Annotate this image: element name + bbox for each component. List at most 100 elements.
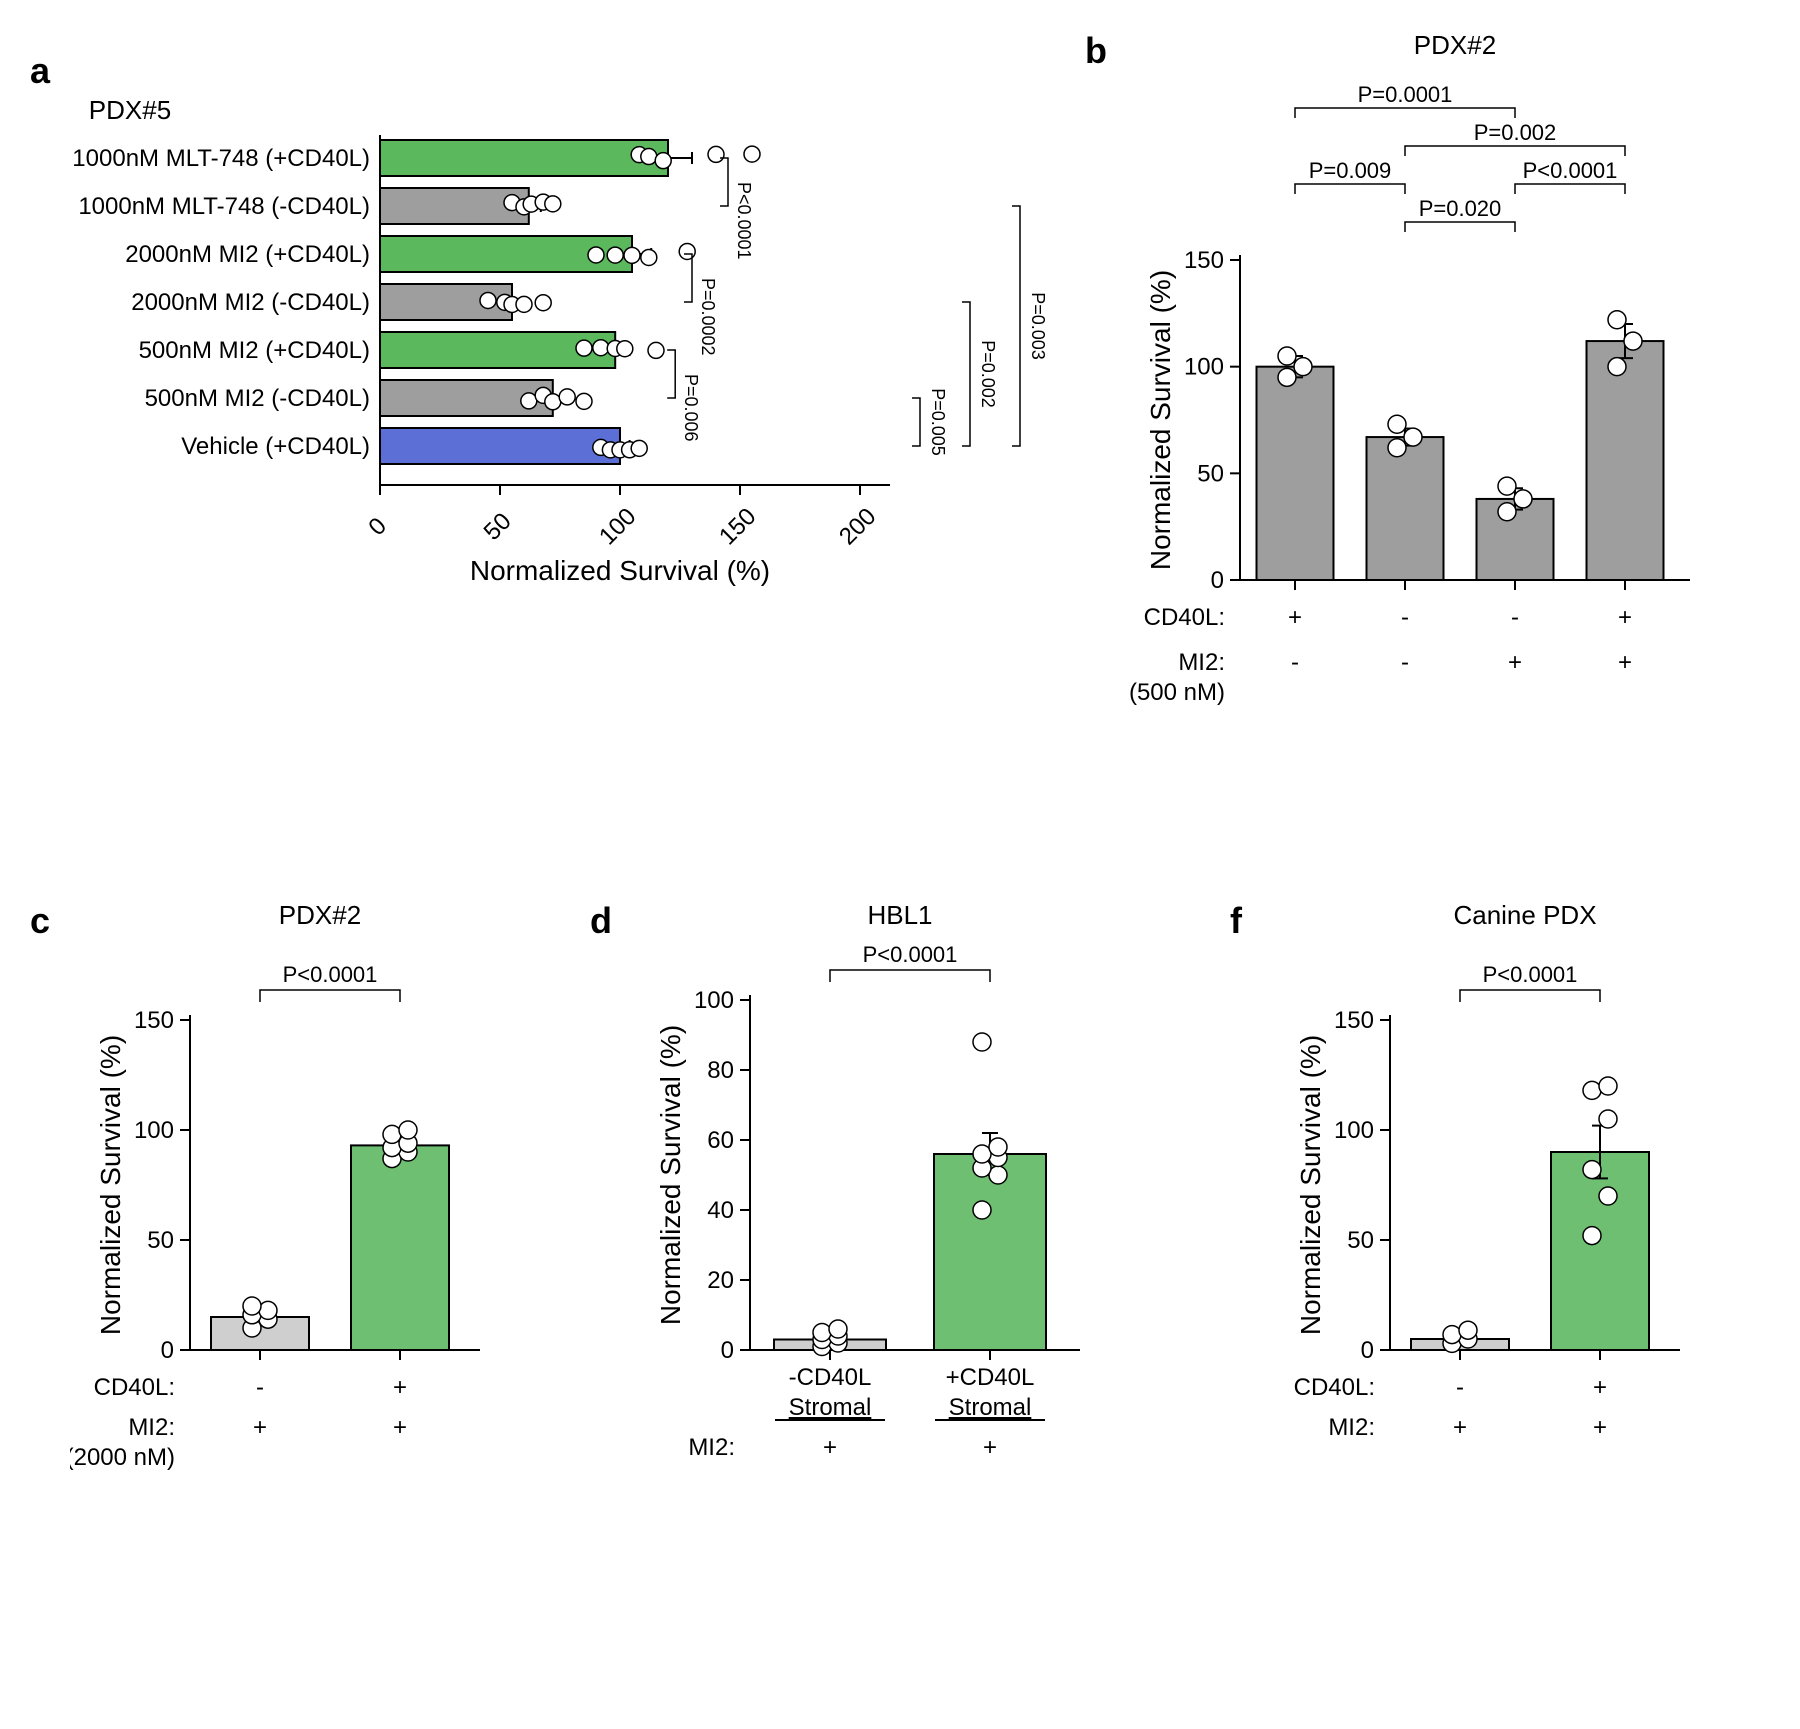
data-point bbox=[545, 394, 561, 410]
bar-label: 2000nM MI2 (+CD40L) bbox=[125, 241, 370, 268]
panel-f-chart: 050100150Normalized Survival (%)CD40L:-+… bbox=[1270, 930, 1750, 1610]
y-axis-label: Normalized Survival (%) bbox=[95, 1035, 126, 1335]
data-point bbox=[480, 292, 496, 308]
panel-b-label: b bbox=[1085, 30, 1107, 72]
svg-text:-: - bbox=[1401, 649, 1409, 676]
bar bbox=[1367, 437, 1444, 580]
data-point bbox=[521, 393, 537, 409]
data-point bbox=[399, 1121, 417, 1139]
data-point bbox=[545, 196, 561, 212]
panel-f-title: Canine PDX bbox=[1400, 900, 1650, 931]
panel-d-chart: 020406080100Normalized Survival (%)-CD40… bbox=[630, 930, 1150, 1610]
data-point bbox=[243, 1297, 261, 1315]
figure-root: a PDX#5 1000nM MLT-748 (+CD40L)1000nM ML… bbox=[30, 30, 1770, 1699]
svg-text:(500 nM): (500 nM) bbox=[1129, 679, 1225, 706]
svg-text:50: 50 bbox=[479, 508, 517, 546]
svg-text:CD40L:: CD40L: bbox=[1144, 604, 1225, 631]
svg-text:100: 100 bbox=[1184, 354, 1224, 381]
panel-d-title: HBL1 bbox=[800, 900, 1000, 931]
svg-text:P=0.006: P=0.006 bbox=[681, 374, 701, 442]
bar-label: 1000nM MLT-748 (-CD40L) bbox=[78, 193, 370, 220]
data-point bbox=[1404, 428, 1422, 446]
data-point bbox=[535, 295, 551, 311]
panel-f-label: f bbox=[1230, 900, 1242, 942]
data-point bbox=[1599, 1110, 1617, 1128]
panel-a-label: a bbox=[30, 50, 50, 92]
data-point bbox=[973, 1201, 991, 1219]
data-point bbox=[624, 247, 640, 263]
svg-text:Stromal: Stromal bbox=[949, 1394, 1032, 1421]
svg-text:+: + bbox=[1288, 604, 1302, 631]
svg-text:+: + bbox=[1593, 1374, 1607, 1401]
data-point bbox=[1599, 1187, 1617, 1205]
data-point bbox=[259, 1301, 277, 1319]
svg-text:-: - bbox=[256, 1374, 264, 1401]
svg-text:50: 50 bbox=[1347, 1227, 1374, 1254]
data-point bbox=[679, 243, 695, 259]
svg-text:-CD40L: -CD40L bbox=[789, 1364, 872, 1391]
svg-text:+: + bbox=[253, 1414, 267, 1441]
data-point bbox=[648, 342, 664, 358]
data-point bbox=[1599, 1077, 1617, 1095]
panel-b-chart: 050100150Normalized Survival (%)CD40L:+-… bbox=[1120, 60, 1770, 800]
svg-text:P<0.0001: P<0.0001 bbox=[863, 942, 958, 967]
svg-text:P=0.002: P=0.002 bbox=[1474, 120, 1557, 145]
svg-text:P=0.020: P=0.020 bbox=[1419, 196, 1502, 221]
data-point bbox=[1624, 332, 1642, 350]
data-point bbox=[1498, 503, 1516, 521]
data-point bbox=[1583, 1161, 1601, 1179]
panel-c-title: PDX#2 bbox=[220, 900, 420, 931]
svg-text:50: 50 bbox=[1197, 460, 1224, 487]
panel-c-label: c bbox=[30, 900, 50, 942]
data-point bbox=[641, 249, 657, 265]
svg-text:P=0.002: P=0.002 bbox=[978, 340, 998, 408]
data-point bbox=[1443, 1326, 1461, 1344]
svg-text:MI2:: MI2: bbox=[1328, 1414, 1375, 1441]
svg-text:-: - bbox=[1511, 604, 1519, 631]
svg-text:P<0.0001: P<0.0001 bbox=[1523, 158, 1618, 183]
data-point bbox=[813, 1324, 831, 1342]
svg-text:P=0.0001: P=0.0001 bbox=[1358, 82, 1453, 107]
svg-text:CD40L:: CD40L: bbox=[1294, 1374, 1375, 1401]
svg-text:+: + bbox=[393, 1414, 407, 1441]
svg-text:80: 80 bbox=[707, 1057, 734, 1084]
svg-text:150: 150 bbox=[714, 503, 761, 550]
svg-text:150: 150 bbox=[1184, 247, 1224, 274]
svg-text:100: 100 bbox=[694, 987, 734, 1014]
svg-text:0: 0 bbox=[161, 1337, 174, 1364]
panel-b-title: PDX#2 bbox=[1330, 30, 1580, 61]
svg-text:100: 100 bbox=[134, 1117, 174, 1144]
svg-text:-: - bbox=[1456, 1374, 1464, 1401]
data-point bbox=[1608, 358, 1626, 376]
svg-text:MI2:: MI2: bbox=[128, 1414, 175, 1441]
data-point bbox=[588, 247, 604, 263]
svg-text:P=0.005: P=0.005 bbox=[928, 388, 948, 456]
svg-text:100: 100 bbox=[594, 503, 641, 550]
svg-text:60: 60 bbox=[707, 1127, 734, 1154]
svg-text:+: + bbox=[1618, 604, 1632, 631]
bar-label: 1000nM MLT-748 (+CD40L) bbox=[72, 145, 370, 172]
svg-text:+: + bbox=[1508, 649, 1522, 676]
svg-text:P=0.003: P=0.003 bbox=[1028, 292, 1048, 360]
panel-a-chart: 1000nM MLT-748 (+CD40L) 1000nM MLT-748 (-… bbox=[50, 110, 1100, 650]
data-point bbox=[1514, 490, 1532, 508]
svg-text:200: 200 bbox=[834, 503, 881, 550]
svg-text:MI2:: MI2: bbox=[688, 1434, 735, 1461]
svg-text:-: - bbox=[1291, 649, 1299, 676]
data-point bbox=[829, 1320, 847, 1338]
svg-text:Stromal: Stromal bbox=[789, 1394, 872, 1421]
data-point bbox=[1278, 368, 1296, 386]
bar-label: 2000nM MI2 (-CD40L) bbox=[131, 289, 370, 316]
svg-text:20: 20 bbox=[707, 1267, 734, 1294]
bar bbox=[934, 1154, 1046, 1350]
data-point bbox=[1294, 358, 1312, 376]
svg-text:+CD40L: +CD40L bbox=[946, 1364, 1035, 1391]
svg-text:0: 0 bbox=[1361, 1337, 1374, 1364]
bar bbox=[380, 140, 668, 176]
data-point bbox=[1388, 415, 1406, 433]
data-point bbox=[593, 340, 609, 356]
svg-text:+: + bbox=[823, 1434, 837, 1461]
bar-label: 500nM MI2 (-CD40L) bbox=[145, 385, 370, 412]
y-axis-label: Normalized Survival (%) bbox=[1145, 270, 1176, 570]
svg-text:P=0.0002: P=0.0002 bbox=[698, 278, 718, 356]
